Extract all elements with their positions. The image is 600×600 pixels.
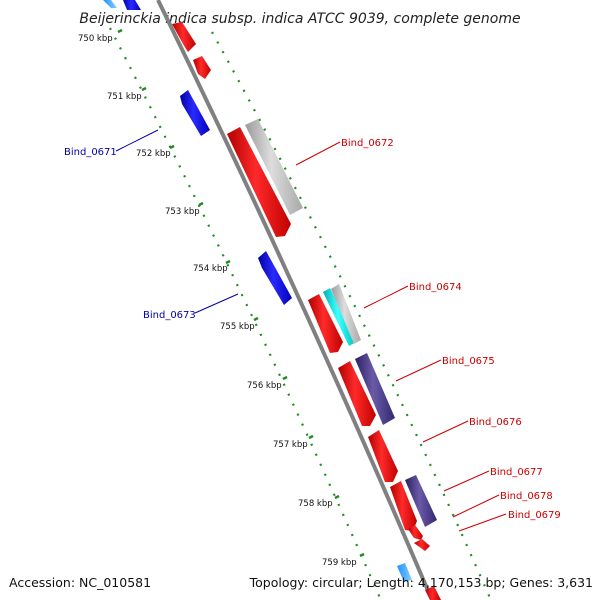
cds-bind-0674 <box>308 294 343 353</box>
genome-summary-text: Topology: circular; Length: 4,170,153 bp… <box>249 575 593 590</box>
cds-bind-0677 <box>390 481 417 531</box>
tick-label: 759 kbp <box>322 558 357 568</box>
outer-tick-track <box>211 31 492 599</box>
map-title: Beijerinckia indica subsp. indica ATCC 9… <box>79 11 520 27</box>
rna-partial-bottom <box>397 563 412 582</box>
cds-forward-top-2 <box>193 56 211 79</box>
feature-dark-1 <box>355 353 395 425</box>
tick-label: 751 kbp <box>107 92 142 102</box>
gene-label-bind-0679[interactable]: Bind_0679 <box>508 510 561 521</box>
top-partial-features <box>103 0 141 10</box>
tick-label: 756 kbp <box>247 381 282 391</box>
features <box>172 22 441 600</box>
gene-labels: Bind_0671 Bind_0673 Bind_0672 Bind_0674 … <box>64 138 561 521</box>
gene-label-bind-0674[interactable]: Bind_0674 <box>409 282 462 293</box>
kbp-tick-labels: 750 kbp 751 kbp 752 kbp 753 kbp 754 kbp … <box>78 34 357 568</box>
cds-partial-bottom <box>425 586 441 600</box>
tick-label: 752 kbp <box>136 149 171 159</box>
kbp-tick-marks <box>117 28 365 558</box>
tick-label: 753 kbp <box>165 207 200 217</box>
gene-label-bind-0673[interactable]: Bind_0673 <box>143 310 196 321</box>
feature-grey-1 <box>245 119 303 215</box>
cds-bind-0671 <box>180 90 210 136</box>
tick-label: 754 kbp <box>193 264 228 274</box>
cds-bind-0676 <box>368 430 398 482</box>
gene-label-bind-0678[interactable]: Bind_0678 <box>500 491 553 502</box>
feature-grey-2 <box>331 284 361 344</box>
tick-label: 750 kbp <box>78 34 113 44</box>
accession-text: Accession: NC_010581 <box>9 575 151 590</box>
gene-label-bind-0671[interactable]: Bind_0671 <box>64 147 117 158</box>
label-leader-lines <box>115 129 507 532</box>
gene-label-bind-0676[interactable]: Bind_0676 <box>469 417 522 428</box>
rna-cyan-1 <box>323 288 356 346</box>
cds-partial-reverse-1 <box>103 0 117 8</box>
gene-label-bind-0677[interactable]: Bind_0677 <box>490 467 543 478</box>
gene-label-bind-0672[interactable]: Bind_0672 <box>341 138 394 149</box>
cds-bind-0673 <box>258 251 292 305</box>
gene-label-bind-0675[interactable]: Bind_0675 <box>442 356 495 367</box>
genome-backbone <box>156 0 434 600</box>
cds-bind-0679 <box>414 539 430 551</box>
cds-bind-0678 <box>408 525 423 540</box>
tick-label: 758 kbp <box>298 499 333 509</box>
tick-label: 757 kbp <box>273 440 308 450</box>
feature-dark-2 <box>405 475 437 527</box>
cds-bind-0675 <box>338 361 376 426</box>
inner-tick-track <box>109 27 382 599</box>
cds-bind-0672 <box>227 127 291 237</box>
tick-label: 755 kbp <box>220 322 255 332</box>
cds-partial-reverse-2 <box>123 0 141 10</box>
cds-forward-top-1 <box>172 22 196 52</box>
